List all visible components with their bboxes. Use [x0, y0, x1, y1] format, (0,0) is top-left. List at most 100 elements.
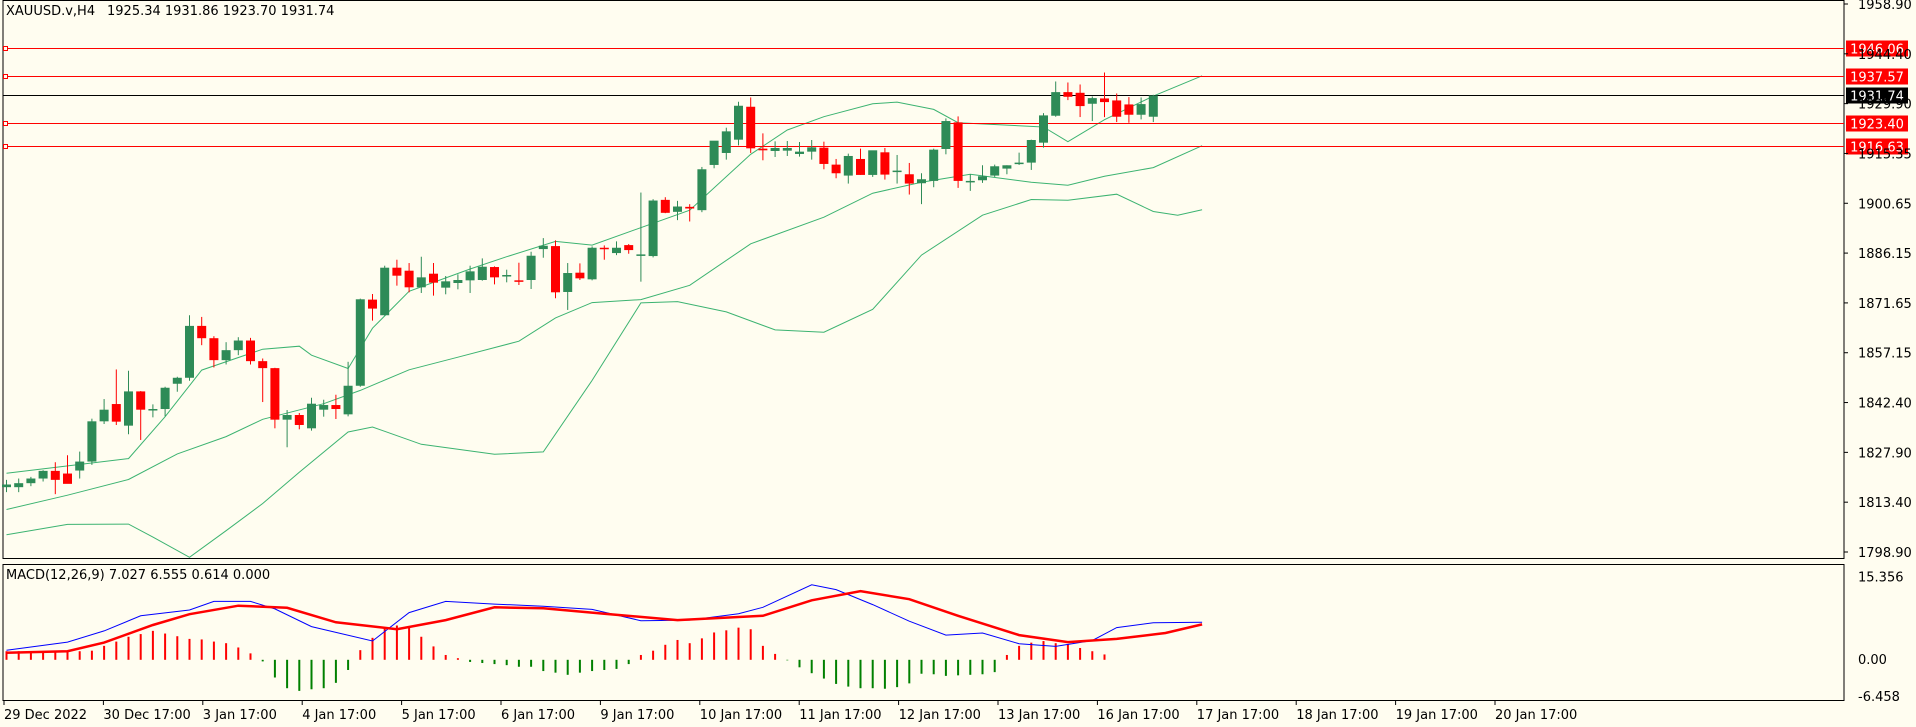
candle-body — [1148, 95, 1158, 117]
macd-axis-label: 15.356 — [1858, 570, 1904, 585]
time-axis-label: 5 Jan 17:00 — [402, 708, 476, 723]
bollinger-upper — [6, 75, 1203, 474]
symbol-label: XAUUSD.v,H4 — [6, 4, 95, 19]
candle-body — [868, 150, 878, 175]
candle-body — [160, 387, 170, 410]
candle-body — [111, 404, 121, 422]
candle-body — [246, 340, 255, 362]
time-axis-label: 6 Jan 17:00 — [501, 708, 575, 723]
candle-body — [221, 350, 231, 361]
price-axis-label: 1798.90 — [1858, 546, 1912, 561]
candle-body — [904, 174, 914, 184]
candle-body — [233, 340, 243, 351]
level-handle-1[interactable] — [3, 74, 8, 79]
candle-body — [697, 169, 707, 211]
candle-body — [831, 164, 841, 174]
candle-body — [416, 277, 426, 288]
candle-body — [563, 273, 573, 292]
candle-body — [136, 391, 146, 410]
candle-body — [282, 415, 292, 420]
candle-body — [929, 149, 939, 181]
time-axis-label: 13 Jan 17:00 — [998, 708, 1080, 723]
candle-body — [319, 405, 329, 410]
candle-body — [1087, 98, 1097, 104]
price-axis-label: 1915.35 — [1858, 147, 1912, 162]
macd-signal-line — [6, 589, 1203, 655]
candle-body — [673, 206, 682, 212]
ohlc-readout: 1925.34 1931.86 1923.70 1931.74 — [107, 4, 334, 19]
candle-body — [734, 105, 743, 140]
candle-body — [209, 338, 219, 361]
candle-body — [429, 273, 438, 283]
time-axis-label: 10 Jan 17:00 — [700, 708, 782, 723]
candle-body — [343, 385, 353, 415]
level-tag-0 — [1846, 40, 1908, 57]
price-axis-label: 1900.65 — [1858, 197, 1912, 212]
price-axis-label: 1857.15 — [1858, 347, 1912, 362]
price-axis-label: 1944.40 — [1858, 48, 1912, 63]
bid-tag — [1846, 87, 1908, 104]
bid-tag-label: 1931.74 — [1850, 90, 1904, 105]
level-tag-2 — [1846, 115, 1908, 132]
candle-body — [685, 206, 695, 209]
time-axis-label: 19 Jan 17:00 — [1396, 708, 1478, 723]
price-axis-label: 1813.40 — [1858, 496, 1912, 511]
candle-body — [441, 281, 451, 288]
price-panel-frame — [2, 0, 1845, 559]
candle-body — [1026, 140, 1036, 163]
macd-axis-label: 0.00 — [1858, 653, 1887, 668]
candle-body — [404, 270, 414, 288]
candle-body — [355, 299, 365, 386]
candle-body — [477, 266, 487, 281]
axes: 1958.90 1944.40 1929.90 1915.35 1900.65 1886.… — [3, 0, 1912, 723]
candle-body — [38, 470, 48, 479]
level-handle-2[interactable] — [3, 121, 8, 126]
candle-body — [172, 377, 182, 384]
time-axis-label: 29 Dec 2022 — [4, 708, 87, 723]
candle-body — [2, 484, 11, 488]
candle-body — [941, 121, 951, 149]
candle-body — [1136, 104, 1146, 115]
bollinger-lower — [6, 193, 1203, 558]
candle-body — [721, 131, 731, 153]
candle-body — [1100, 98, 1109, 103]
price-axis-label: 1842.40 — [1858, 397, 1912, 412]
candle-body — [538, 245, 548, 250]
candle-body — [843, 155, 853, 176]
macd-indicator — [5, 584, 1203, 691]
candle-body — [758, 148, 768, 151]
level-tag-label-1: 1937.57 — [1850, 71, 1904, 86]
candle-body — [624, 245, 634, 251]
level-handle-0[interactable] — [3, 46, 8, 51]
candle-body — [1039, 115, 1048, 143]
candle-body — [1112, 100, 1122, 117]
candle-body — [892, 170, 902, 173]
time-axis-label: 11 Jan 17:00 — [799, 708, 881, 723]
candle-body — [258, 361, 268, 369]
candle-body — [185, 325, 194, 378]
candle-body — [380, 267, 390, 316]
horizontal-levels[interactable]: 1946.06 1937.57 1923.40 1916.63 1931.74 — [3, 40, 1908, 156]
time-axis-label: 17 Jan 17:00 — [1197, 708, 1279, 723]
candle-body — [26, 478, 36, 484]
time-axis-label: 16 Jan 17:00 — [1097, 708, 1179, 723]
level-handle-3[interactable] — [3, 144, 8, 149]
macd-main-line — [6, 584, 1203, 651]
candle-body — [746, 106, 756, 149]
candle-body — [197, 325, 207, 339]
candle-body — [63, 473, 72, 484]
price-axis-label: 1827.90 — [1858, 446, 1912, 461]
candle-body — [99, 409, 109, 422]
candle-body — [1075, 92, 1085, 107]
candles — [2, 72, 1158, 495]
level-tag-label-3: 1916.63 — [1850, 141, 1904, 156]
price-axis-label: 1958.90 — [1858, 0, 1912, 13]
candle-body — [551, 246, 560, 293]
candle-body — [990, 166, 1000, 176]
candle-body — [575, 272, 585, 279]
time-axis-label: 12 Jan 17:00 — [899, 708, 981, 723]
candle-body — [965, 180, 975, 183]
level-tag-1 — [1846, 68, 1908, 85]
